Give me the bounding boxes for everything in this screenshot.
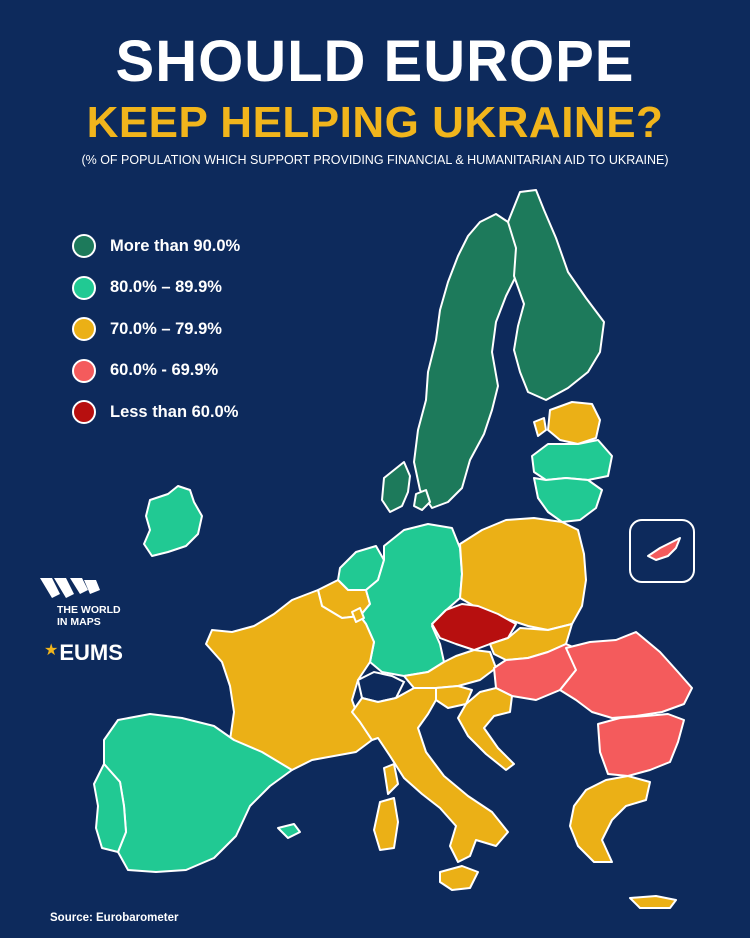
country-czechia bbox=[431, 603, 517, 651]
country-latvia bbox=[531, 439, 613, 481]
country-croatia bbox=[457, 687, 515, 771]
legend-item-more-than-90: More than 90.0% bbox=[72, 232, 240, 260]
source-note: Source: Eurobarometer bbox=[50, 912, 179, 924]
legend-item-60-69: 60.0% - 69.9% bbox=[72, 357, 240, 385]
legend-label: Less than 60.0% bbox=[110, 402, 239, 421]
world-in-maps-logo-text: THE WORLD IN MAPS bbox=[57, 604, 121, 628]
country-lithuania bbox=[533, 477, 603, 523]
country-sweden bbox=[413, 213, 521, 509]
legend-label: 70.0% – 79.9% bbox=[110, 319, 222, 338]
legend-swatch-yellow bbox=[72, 317, 96, 341]
legend-swatch-dark-green bbox=[72, 234, 96, 258]
legend-item-80-89: 80.0% – 89.9% bbox=[72, 274, 240, 302]
country-italy bbox=[351, 687, 509, 863]
country-greece bbox=[569, 775, 651, 863]
country-finland bbox=[507, 189, 605, 401]
legend-item-less-than-60: Less than 60.0% bbox=[72, 398, 240, 426]
country-estonia-island bbox=[533, 417, 547, 437]
star-icon: ★ bbox=[44, 642, 59, 659]
country-italy-sicily bbox=[439, 865, 479, 891]
country-france-corsica bbox=[383, 763, 399, 795]
country-romania bbox=[559, 631, 693, 719]
legend-item-70-79: 70.0% – 79.9% bbox=[72, 315, 240, 343]
eums-logo: ★EUMS bbox=[44, 640, 123, 665]
world-in-maps-logo-icon bbox=[40, 578, 100, 598]
legend-label: 80.0% – 89.9% bbox=[110, 278, 222, 296]
country-spain-balearic bbox=[277, 823, 301, 839]
legend-swatch-red bbox=[72, 358, 96, 383]
country-ireland bbox=[143, 485, 203, 557]
country-luxembourg bbox=[351, 607, 365, 623]
legend-label: More than 90.0% bbox=[110, 236, 241, 255]
country-cyprus bbox=[647, 537, 681, 561]
legend-swatch-green bbox=[72, 275, 96, 300]
country-denmark-island bbox=[413, 489, 431, 511]
country-portugal bbox=[93, 763, 127, 853]
legend-swatch-dark-red bbox=[72, 400, 96, 424]
legend-label: 60.0% - 69.9% bbox=[110, 361, 219, 379]
title-line-2: KEEP HELPING UKRAINE? bbox=[86, 98, 664, 147]
country-denmark bbox=[381, 461, 411, 513]
country-bulgaria bbox=[597, 713, 685, 777]
country-france bbox=[205, 589, 375, 771]
country-greece-crete bbox=[629, 895, 677, 909]
legend: More than 90.0% 80.0% – 89.9% 70.0% – 79… bbox=[72, 232, 240, 440]
cyprus-inset-frame bbox=[629, 519, 695, 583]
subtitle: (% OF POPULATION WHICH SUPPORT PROVIDING… bbox=[81, 153, 669, 167]
title-line-1: SHOULD EUROPE bbox=[115, 29, 635, 94]
country-estonia bbox=[547, 401, 601, 445]
country-italy-sardinia bbox=[373, 797, 399, 851]
